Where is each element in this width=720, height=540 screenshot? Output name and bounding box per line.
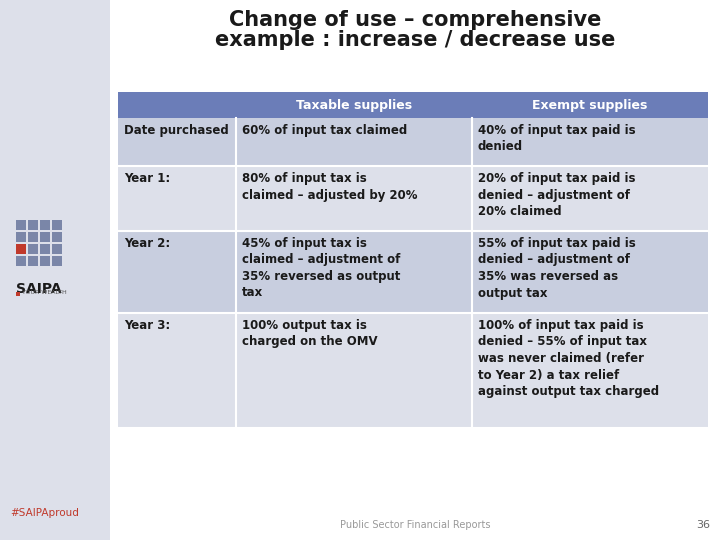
Bar bbox=[16, 220, 26, 230]
Bar bbox=[118, 118, 708, 166]
Bar bbox=[28, 220, 38, 230]
Bar bbox=[118, 166, 708, 231]
Bar bbox=[28, 256, 38, 266]
Bar bbox=[28, 244, 38, 254]
Text: 45% of input tax is
claimed – adjustment of
35% reversed as output
tax: 45% of input tax is claimed – adjustment… bbox=[242, 237, 400, 300]
Text: 36: 36 bbox=[696, 520, 710, 530]
Text: Exempt supplies: Exempt supplies bbox=[532, 98, 648, 111]
Text: Year 3:: Year 3: bbox=[124, 319, 170, 332]
Text: 40% of input tax paid is
denied: 40% of input tax paid is denied bbox=[478, 124, 636, 153]
Bar bbox=[118, 313, 708, 428]
Text: example : increase / decrease use: example : increase / decrease use bbox=[215, 30, 615, 50]
Text: 80% of input tax is
claimed – adjusted by 20%: 80% of input tax is claimed – adjusted b… bbox=[242, 172, 418, 201]
Text: 100% output tax is
charged on the OMV: 100% output tax is charged on the OMV bbox=[242, 319, 377, 348]
Text: 60% of input tax claimed: 60% of input tax claimed bbox=[242, 124, 408, 137]
Text: 100% of input tax paid is
denied – 55% of input tax
was never claimed (refer
to : 100% of input tax paid is denied – 55% o… bbox=[478, 319, 659, 398]
Bar bbox=[0, 0, 110, 540]
Text: 20% of input tax paid is
denied – adjustment of
20% claimed: 20% of input tax paid is denied – adjust… bbox=[478, 172, 636, 218]
Bar bbox=[16, 292, 20, 296]
Text: SAIPA: SAIPA bbox=[16, 282, 62, 296]
Bar bbox=[16, 256, 26, 266]
Text: #SAIPAproud: #SAIPAproud bbox=[10, 508, 79, 518]
Bar bbox=[52, 220, 62, 230]
Bar bbox=[16, 232, 26, 242]
Bar bbox=[52, 244, 62, 254]
Bar bbox=[52, 256, 62, 266]
Bar bbox=[40, 220, 50, 230]
Text: Taxable supplies: Taxable supplies bbox=[296, 98, 412, 111]
Bar bbox=[40, 256, 50, 266]
Bar bbox=[40, 232, 50, 242]
Text: YOUR WEALTH: YOUR WEALTH bbox=[22, 291, 67, 295]
Text: Change of use – comprehensive: Change of use – comprehensive bbox=[229, 10, 601, 30]
Bar bbox=[16, 244, 26, 254]
Text: Public Sector Financial Reports: Public Sector Financial Reports bbox=[340, 520, 490, 530]
Bar bbox=[40, 244, 50, 254]
Text: Year 2:: Year 2: bbox=[124, 237, 170, 250]
Text: Year 1:: Year 1: bbox=[124, 172, 170, 185]
Bar bbox=[118, 92, 708, 118]
Text: 55% of input tax paid is
denied – adjustment of
35% was reversed as
output tax: 55% of input tax paid is denied – adjust… bbox=[478, 237, 636, 300]
Bar bbox=[28, 232, 38, 242]
Text: Date purchased: Date purchased bbox=[124, 124, 229, 137]
Bar bbox=[52, 232, 62, 242]
Bar bbox=[118, 231, 708, 313]
